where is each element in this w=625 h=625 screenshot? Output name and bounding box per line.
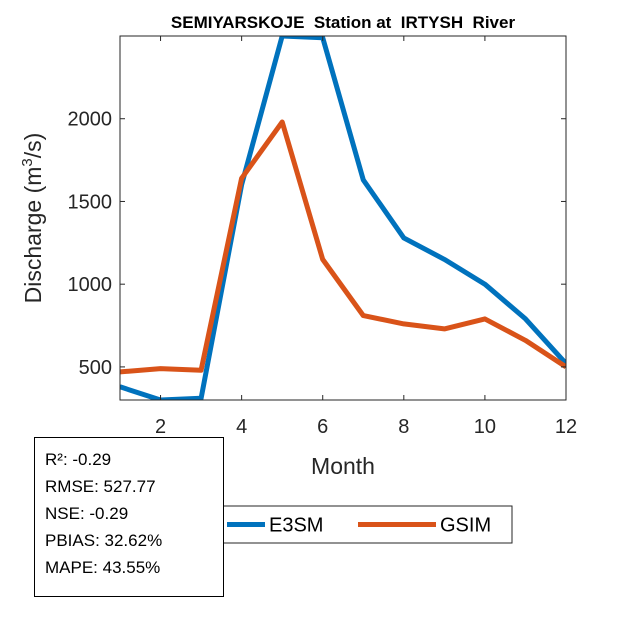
legend: E3SM GSIM [195, 505, 513, 544]
x-tick-label: 2 [155, 416, 166, 438]
y-axis-label-prefix: Discharge (m [20, 167, 46, 304]
y-tick-label: 1000 [68, 274, 113, 296]
stat-pbias: PBIAS: 32.62% [45, 531, 163, 550]
series-line-gsim [120, 119, 566, 375]
stat-r2: R²: -0.29 [45, 450, 112, 469]
stat-rmse: RMSE: 527.77 [45, 477, 156, 496]
y-axis-label: Discharge (m3/s) [19, 133, 46, 304]
x-tick-label: 6 [317, 416, 328, 438]
x-tick-label: 4 [236, 416, 247, 438]
y-tick-label: 1500 [68, 191, 113, 213]
series-line-e3sm [120, 36, 566, 400]
stats-box: R²: -0.29 RMSE: 527.77 NSE: -0.29 PBIAS:… [34, 437, 224, 597]
y-axis-label-sup: 3 [19, 158, 36, 166]
stat-nse: NSE: -0.29 [45, 504, 129, 523]
x-tick-label: 8 [398, 416, 409, 438]
legend-label-e3sm: E3SM [269, 515, 323, 537]
y-tick-label: 500 [79, 357, 112, 379]
x-tick-label: 10 [474, 416, 496, 438]
x-tick-label: 12 [555, 416, 577, 438]
y-tick-label: 2000 [68, 109, 113, 131]
plot-area: 2 4 6 8 10 12 500 1000 1500 2000 [68, 35, 577, 438]
chart-title: SEMIYARSKOJE Station at IRTYSH River [171, 13, 516, 32]
x-axis-label: Month [311, 453, 375, 479]
y-axis-label-suffix: /s) [20, 133, 46, 159]
stat-mape: MAPE: 43.55% [45, 558, 161, 577]
axes-box [119, 35, 567, 401]
legend-label-gsim: GSIM [440, 515, 491, 537]
